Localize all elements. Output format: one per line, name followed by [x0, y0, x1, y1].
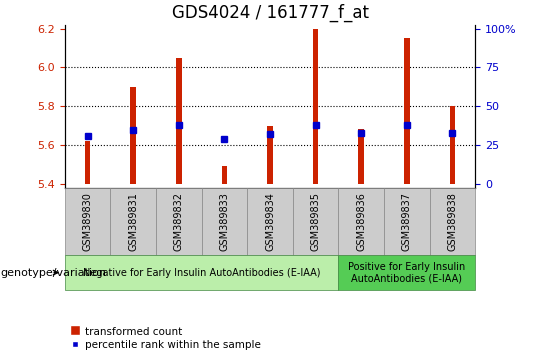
Text: GSM389837: GSM389837: [402, 192, 412, 251]
Text: GSM389836: GSM389836: [356, 192, 366, 251]
Bar: [404, 38, 409, 184]
Text: Positive for Early Insulin
AutoAntibodies (E-IAA): Positive for Early Insulin AutoAntibodie…: [348, 262, 465, 284]
Title: GDS4024 / 161777_f_at: GDS4024 / 161777_f_at: [172, 4, 368, 22]
Bar: [359, 130, 364, 184]
Bar: [267, 126, 273, 184]
Text: GSM389834: GSM389834: [265, 192, 275, 251]
Text: Negative for Early Insulin AutoAntibodies (E-IAA): Negative for Early Insulin AutoAntibodie…: [83, 268, 320, 278]
Text: GSM389831: GSM389831: [128, 192, 138, 251]
Text: GSM389835: GSM389835: [310, 192, 321, 251]
Bar: [313, 29, 319, 184]
Text: GSM389838: GSM389838: [448, 192, 457, 251]
Bar: [450, 106, 455, 184]
Text: GSM389830: GSM389830: [83, 192, 92, 251]
Bar: [176, 58, 181, 184]
Bar: [85, 141, 90, 184]
Text: GSM389833: GSM389833: [219, 192, 230, 251]
Bar: [131, 87, 136, 184]
Text: GSM389832: GSM389832: [174, 192, 184, 251]
Text: genotype/variation: genotype/variation: [0, 268, 106, 278]
Legend: transformed count, percentile rank within the sample: transformed count, percentile rank withi…: [70, 326, 260, 350]
Bar: [221, 166, 227, 184]
